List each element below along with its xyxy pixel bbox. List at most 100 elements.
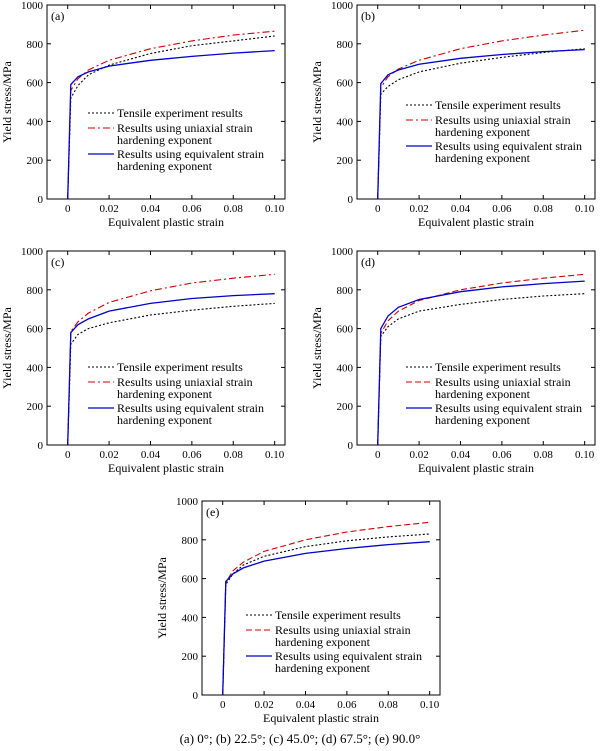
legend: Tensile experiment results Results using … (88, 360, 264, 427)
legend-label: Results using equivalent strain (435, 139, 582, 153)
legend-label: Tensile experiment results (117, 360, 243, 374)
panel-label: (d) (361, 255, 375, 269)
y-tick-label: 1000 (21, 246, 44, 258)
y-axis-label: Yield stress/MPa (310, 306, 324, 388)
y-tick-label: 800 (337, 285, 354, 297)
chart-panel-c: 0 200 400 600 800 1000 0 0.02 0.04 0.06 0.08 0.10 Eq… (0, 246, 286, 475)
legend-label: Results using equivalent strain (117, 401, 264, 415)
x-axis-label: Equivalent plastic strain (263, 711, 379, 725)
x-tick-label: 0.02 (99, 203, 118, 215)
x-tick-label: 0.06 (337, 699, 357, 711)
panel-label: (b) (361, 9, 375, 23)
y-tick-label: 1000 (21, 0, 44, 12)
chart-panel-e: 0 200 400 600 800 1000 0 0.02 0.04 0.06 0.08 0.10 Eq… (155, 496, 441, 725)
y-tick-label: 400 (337, 116, 354, 128)
series-line-equivalent (377, 48, 585, 200)
series-line-uniaxial (377, 29, 585, 200)
legend-label: Tensile experiment results (435, 98, 561, 112)
legend-label: Tensile experiment results (275, 608, 401, 622)
y-axis-label: Yield stress/MPa (0, 306, 14, 388)
plot-frame (46, 250, 286, 446)
x-tick-label: 0.08 (224, 449, 244, 461)
x-tick-label: 0.10 (575, 203, 595, 215)
series-line-equivalent (67, 49, 275, 200)
y-tick-label: 600 (337, 324, 354, 336)
y-tick-label: 400 (182, 612, 199, 624)
y-tick-label: 600 (27, 324, 44, 336)
plot-frame (356, 250, 596, 446)
series-line-equivalent (67, 293, 275, 446)
x-tick-label: 0.02 (99, 449, 118, 461)
x-tick-label: 0.06 (182, 449, 202, 461)
y-axis-label: Yield stress/MPa (155, 556, 169, 638)
series-line-equivalent (377, 280, 585, 446)
x-tick-label: 0.02 (254, 699, 273, 711)
plot-frame (356, 4, 596, 200)
legend-label: hardening exponent (117, 133, 213, 147)
y-tick-label: 400 (27, 116, 44, 128)
legend-label: hardening exponent (275, 635, 371, 649)
y-tick-label: 0 (193, 690, 199, 702)
x-tick-label: 0.08 (534, 203, 554, 215)
series-line-experiment (377, 48, 585, 200)
legend-label: hardening exponent (275, 661, 371, 675)
legend-label: Results using uniaxial strain (435, 375, 571, 389)
legend-label: Results using equivalent strain (275, 649, 422, 663)
legend-label: Results using uniaxial strain (275, 623, 411, 637)
y-tick-label: 0 (348, 194, 354, 206)
series-line-experiment (377, 293, 585, 446)
x-tick-label: 0.10 (420, 699, 440, 711)
y-tick-label: 0 (348, 440, 354, 452)
x-tick-label: 0.02 (409, 203, 428, 215)
y-tick-label: 800 (27, 285, 44, 297)
y-tick-label: 600 (182, 574, 199, 586)
x-tick-label: 0 (65, 203, 71, 215)
x-tick-label: 0.10 (575, 449, 595, 461)
x-tick-label: 0.06 (182, 203, 202, 215)
y-tick-label: 1000 (331, 246, 354, 258)
x-tick-label: 0.08 (224, 203, 244, 215)
y-axis-label: Yield stress/MPa (0, 60, 14, 142)
legend-label: hardening exponent (117, 387, 213, 401)
y-tick-label: 400 (27, 362, 44, 374)
y-tick-label: 200 (337, 401, 354, 413)
series-line-equivalent (222, 541, 430, 696)
y-tick-label: 800 (27, 39, 44, 51)
legend-label: Results using equivalent strain (435, 401, 582, 415)
y-tick-label: 600 (337, 78, 354, 90)
x-axis-label: Equivalent plastic strain (108, 461, 224, 475)
plot-frame (46, 4, 286, 200)
legend-label: hardening exponent (435, 413, 531, 427)
x-axis-label: Equivalent plastic strain (418, 215, 534, 229)
chart-panel-d: 0 200 400 600 800 1000 0 0.02 0.04 0.06 0.08 0.10 Eq… (310, 246, 596, 475)
legend-label: Results using uniaxial strain (435, 113, 571, 127)
x-tick-label: 0.06 (492, 203, 512, 215)
x-tick-label: 0.04 (451, 449, 471, 461)
y-tick-label: 1000 (331, 0, 354, 12)
series-line-experiment (67, 302, 275, 446)
y-tick-label: 800 (182, 535, 199, 547)
y-tick-label: 1000 (176, 496, 199, 508)
x-axis-label: Equivalent plastic strain (418, 461, 534, 475)
legend-label: hardening exponent (117, 413, 213, 427)
series-line-experiment (67, 35, 275, 200)
series-line-uniaxial (377, 273, 585, 446)
x-tick-label: 0.04 (451, 203, 471, 215)
x-tick-label: 0.04 (141, 203, 161, 215)
y-tick-label: 400 (337, 362, 354, 374)
x-tick-label: 0.08 (534, 449, 554, 461)
y-tick-label: 0 (38, 440, 44, 452)
y-tick-label: 200 (27, 401, 44, 413)
panel-label: (c) (51, 255, 64, 269)
legend-label: Results using uniaxial strain (117, 121, 253, 135)
x-tick-label: 0 (220, 699, 226, 711)
legend-label: hardening exponent (435, 151, 531, 165)
chart-panel-b: 0 200 400 600 800 1000 0 0.02 0.04 0.06 0.08 0.10 Eq… (310, 0, 596, 229)
x-tick-label: 0.10 (265, 449, 285, 461)
y-tick-label: 200 (27, 155, 44, 167)
x-tick-label: 0.10 (265, 203, 285, 215)
